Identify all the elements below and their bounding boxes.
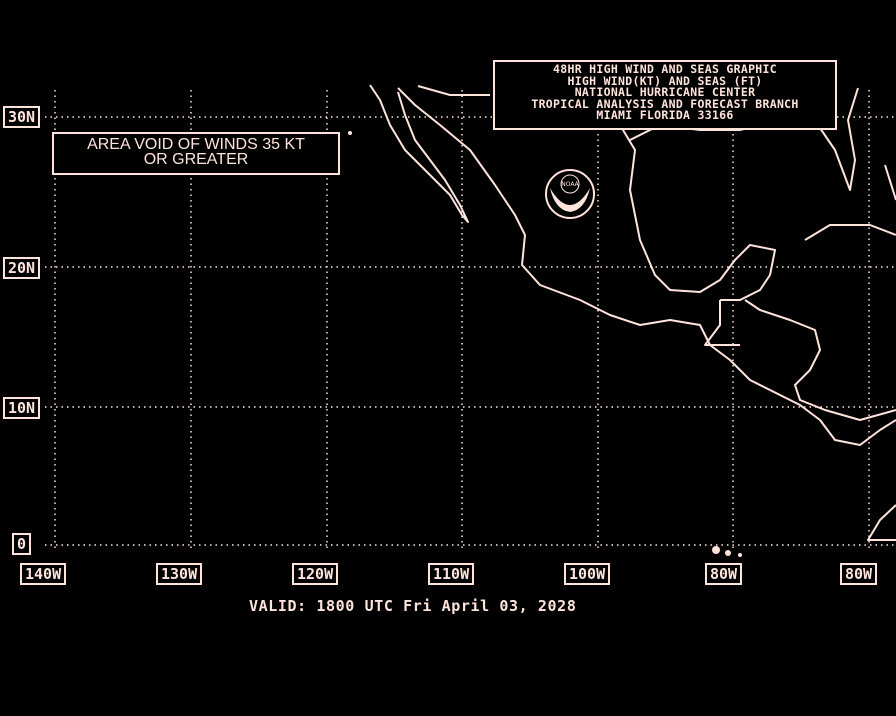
lon-label-120w: 120W: [292, 563, 339, 585]
central-america-east: [744, 299, 896, 421]
yucatan-border: [704, 300, 740, 346]
title-line: HIGH WIND(KT) AND SEAS (FT): [567, 73, 763, 88]
void-note-box: AREA VOID OF WINDS 35 KT OR GREATER: [52, 132, 340, 175]
florida-peninsula: [884, 164, 896, 201]
valid-time: VALID: 1800 UTC Fri April 03, 2028: [249, 597, 577, 615]
island: [348, 131, 352, 135]
lat-label-20n: 20N: [3, 257, 41, 279]
lon-label-130w: 130W: [156, 563, 203, 585]
cuba: [804, 224, 896, 241]
title-line: TROPICAL ANALYSIS AND FORECAST BRANCH: [531, 96, 799, 111]
galapagos-islands: [712, 546, 742, 557]
title-line: 48HR HIGH WIND AND SEAS GRAPHIC: [553, 62, 777, 76]
top-border-line: [417, 85, 490, 96]
lon-label-80w: 80W: [840, 563, 878, 585]
gulf-of-mexico-coast: [599, 94, 776, 301]
title-line: NATIONAL HURRICANE CENTER: [574, 85, 756, 99]
lon-label-90w: 80W: [705, 563, 743, 585]
baja-california: [369, 84, 469, 223]
lon-label-110w: 110W: [428, 563, 475, 585]
south-america: [867, 504, 896, 541]
lon-label-140w: 140W: [20, 563, 67, 585]
title-box: 48HR HIGH WIND AND SEAS GRAPHIC HIGH WIN…: [493, 60, 837, 130]
title-line: MIAMI FLORIDA 33166: [596, 108, 734, 122]
lon-label-100w: 100W: [564, 563, 611, 585]
void-note-line1: AREA VOID OF WINDS 35 KT: [87, 136, 305, 153]
void-note-line2: OR GREATER: [143, 151, 249, 168]
noaa-logo: NOAA: [545, 169, 595, 219]
noaa-logo-text: NOAA: [561, 181, 579, 188]
coastlines: [369, 84, 896, 541]
lat-label-10n: 10N: [3, 397, 41, 419]
lat-label-0: 0: [12, 533, 32, 555]
lat-label-30n: 30N: [3, 106, 41, 128]
mexico-pacific-coast: [397, 87, 896, 446]
